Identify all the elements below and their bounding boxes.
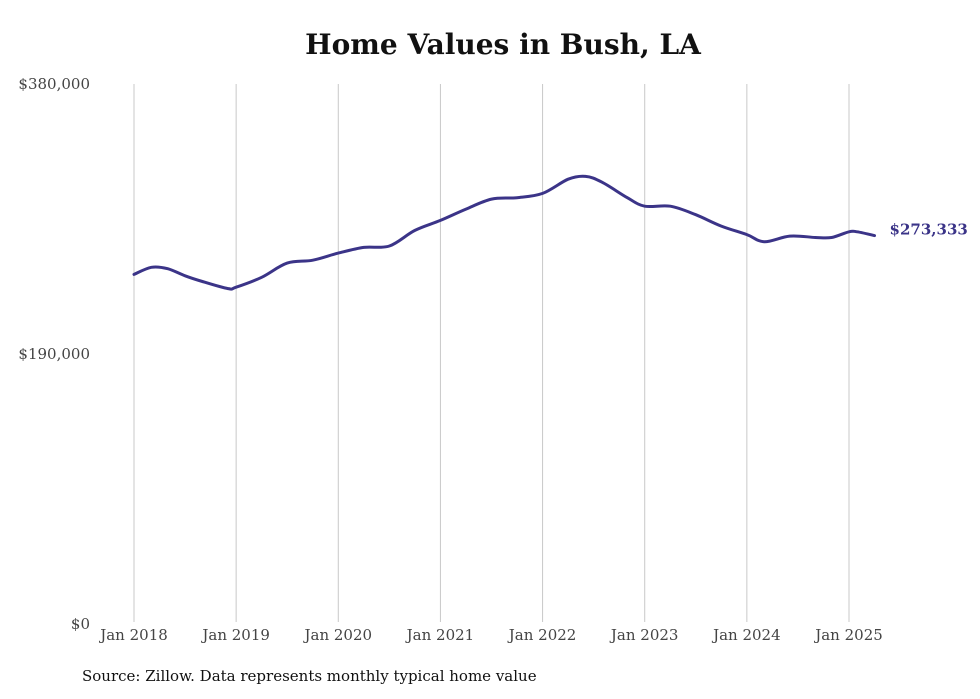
source-note: Source: Zillow. Data represents monthly …	[82, 667, 537, 685]
x-tick-label: Jan 2019	[200, 626, 270, 644]
x-tick-label: Jan 2022	[507, 626, 577, 644]
x-tick-label: Jan 2020	[303, 626, 373, 644]
x-axis-ticks: Jan 2018 Jan 2019 Jan 2020 Jan 2021 Jan 2022…	[98, 626, 883, 644]
y-tick-label: $190,000	[18, 345, 90, 363]
chart-title: Home Values in Bush, LA	[305, 28, 701, 61]
x-tick-label: Jan 2018	[98, 626, 168, 644]
x-tick-label: Jan 2021	[405, 626, 475, 644]
y-axis-ticks: $0 $190,000 $380,000	[18, 75, 90, 633]
gridlines	[133, 84, 850, 622]
x-tick-label: Jan 2025	[813, 626, 883, 644]
x-tick-label: Jan 2024	[711, 626, 781, 644]
x-tick-label: Jan 2023	[609, 626, 679, 644]
series-line	[132, 174, 876, 291]
y-tick-label: $0	[71, 615, 90, 633]
y-tick-label: $380,000	[18, 75, 90, 93]
end-value-label: $273,333	[890, 221, 968, 239]
